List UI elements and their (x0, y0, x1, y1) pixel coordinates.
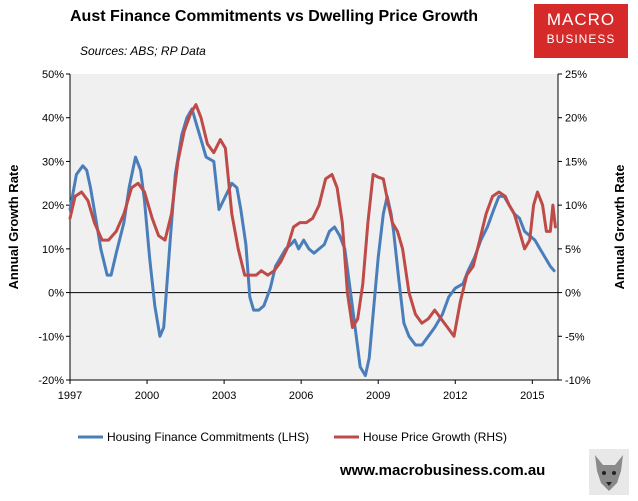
y-tick-right: 25% (565, 69, 587, 81)
footer-url: www.macrobusiness.com.au (340, 462, 546, 479)
series-line-house-price (68, 103, 557, 338)
plot-area (70, 74, 558, 380)
y-axis-title-right: Annual Growth Rate (612, 165, 627, 290)
y-tick-left: -20% (38, 375, 64, 387)
y-tick-right: 5% (565, 244, 581, 256)
tick-labels: 50% 40% 30% 20% 10% 0% -10% -20% 25% 20% 15% 10% 5% 0… (38, 69, 591, 402)
y-tick-right: -5% (565, 331, 585, 343)
series-line-housing-finance (68, 107, 556, 378)
wolf-icon (589, 449, 629, 495)
y-tick-right: -10% (565, 375, 591, 387)
brand-logo-line2: BUSINESS (546, 32, 616, 46)
y-tick-left: 40% (42, 113, 64, 125)
chart-subtitle: Sources: ABS; RP Data (80, 44, 206, 58)
y-tick-left: 30% (42, 156, 64, 168)
legend-label-hfc: Housing Finance Commitments (LHS) (107, 430, 309, 444)
y-tick-left: 50% (42, 69, 64, 81)
chart-title: Aust Finance Commitments vs Dwelling Pri… (70, 8, 479, 25)
x-tick: 2003 (212, 390, 236, 402)
legend: Housing Finance Commitments (LHS) House … (78, 430, 507, 444)
y-tick-left: 10% (42, 244, 64, 256)
legend-label-hpg: House Price Growth (RHS) (363, 430, 507, 444)
x-tick: 2015 (520, 390, 544, 402)
x-tick: 2012 (443, 390, 467, 402)
series-lines (68, 103, 557, 378)
y-tick-left: 20% (42, 200, 64, 212)
x-tick: 1997 (58, 390, 82, 402)
axes (66, 73, 562, 384)
y-tick-right: 15% (565, 156, 587, 168)
brand-logo: MACRO BUSINESS (534, 4, 628, 58)
x-tick: 2009 (366, 390, 390, 402)
brand-logo-line1: MACRO (546, 10, 616, 29)
y-tick-left: -10% (38, 331, 64, 343)
y-tick-left: 0% (48, 288, 64, 300)
y-axis-title-left: Annual Growth Rate (6, 165, 21, 290)
y-tick-right: 10% (565, 200, 587, 212)
x-tick: 2000 (135, 390, 159, 402)
y-tick-right: 0% (565, 288, 581, 300)
x-tick: 2006 (289, 390, 313, 402)
y-tick-right: 20% (565, 113, 587, 125)
